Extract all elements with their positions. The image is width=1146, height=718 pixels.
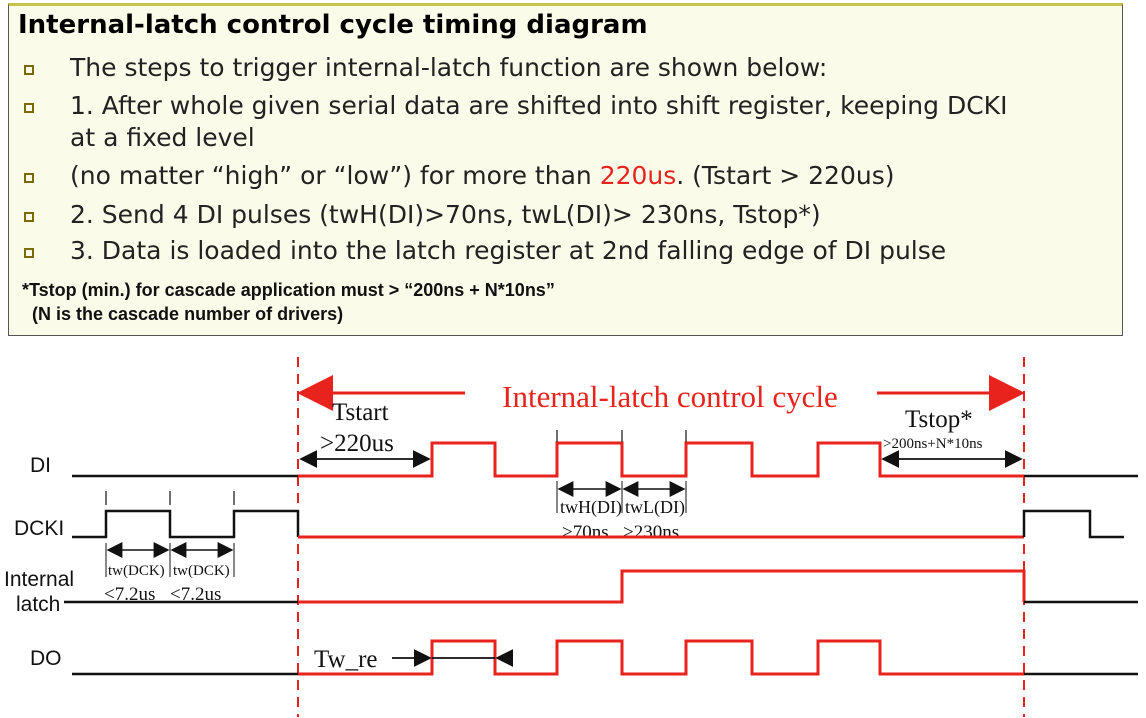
tstop-label: Tstop* [905, 406, 973, 433]
di-waveform-active [298, 441, 1024, 478]
twl-label: twL(DI) [625, 497, 685, 518]
square-bullet-icon [24, 65, 34, 75]
steps-text-box [8, 3, 1123, 336]
footnote-line: (N is the cascade number of drivers) [32, 304, 344, 324]
bullet-text: 2. Send 4 DI pulses (twH(DI)>70ns, twL(D… [70, 200, 821, 229]
twh-label: twH(DI) [560, 497, 622, 518]
bullet-text: at a fixed level [70, 123, 255, 152]
tstop-value: >200ns+N*10ns [883, 436, 983, 452]
signal-label-dcki: DCKI [14, 517, 64, 540]
footnote-line: *Tstop (min.) for cascade application mu… [22, 280, 555, 300]
signal-label-do: DO [30, 647, 62, 670]
dcki-waveform-idle [72, 509, 300, 539]
latch-waveform-active [298, 569, 1026, 604]
tw-re-label: Tw_re [314, 646, 378, 673]
cycle-label: Internal-latch control cycle [502, 379, 838, 414]
twl-value: >230ns [623, 522, 679, 543]
square-bullet-icon [24, 248, 34, 258]
tstart-value: >220us [320, 430, 394, 457]
tw-dck-label: tw(DCK) [108, 563, 165, 579]
bullet-text: 1. After whole given serial data are shi… [70, 91, 1008, 120]
bullet-text: 3. Data is loaded into the latch registe… [70, 236, 947, 265]
signal-label-di: DI [30, 454, 51, 477]
dcki-waveform-tail [1022, 509, 1124, 539]
tw-dck-label: tw(DCK) [173, 563, 230, 579]
square-bullet-icon [24, 173, 34, 183]
twh-value: >70ns [562, 522, 609, 543]
signal-label-internal: Internal [4, 568, 74, 591]
do-waveform-active [298, 639, 1024, 676]
timing-diagram: Internal-latch control cycle DI DCKI Int… [4, 357, 1138, 717]
square-bullet-icon [24, 103, 34, 113]
tw-dck-value: <7.2us [170, 584, 221, 605]
signal-label-latch: latch [16, 593, 60, 616]
tstart-label: Tstart [332, 399, 389, 426]
bullet-text: The steps to trigger internal-latch func… [70, 53, 828, 82]
square-bullet-icon [24, 212, 34, 222]
tw-dck-value: <7.2us [104, 584, 155, 605]
bullet-text: (no matter “high” or “low”) for more tha… [70, 161, 895, 190]
page-title: Internal-latch control cycle timing diag… [18, 10, 648, 40]
highlight-value: 220us [599, 161, 677, 190]
